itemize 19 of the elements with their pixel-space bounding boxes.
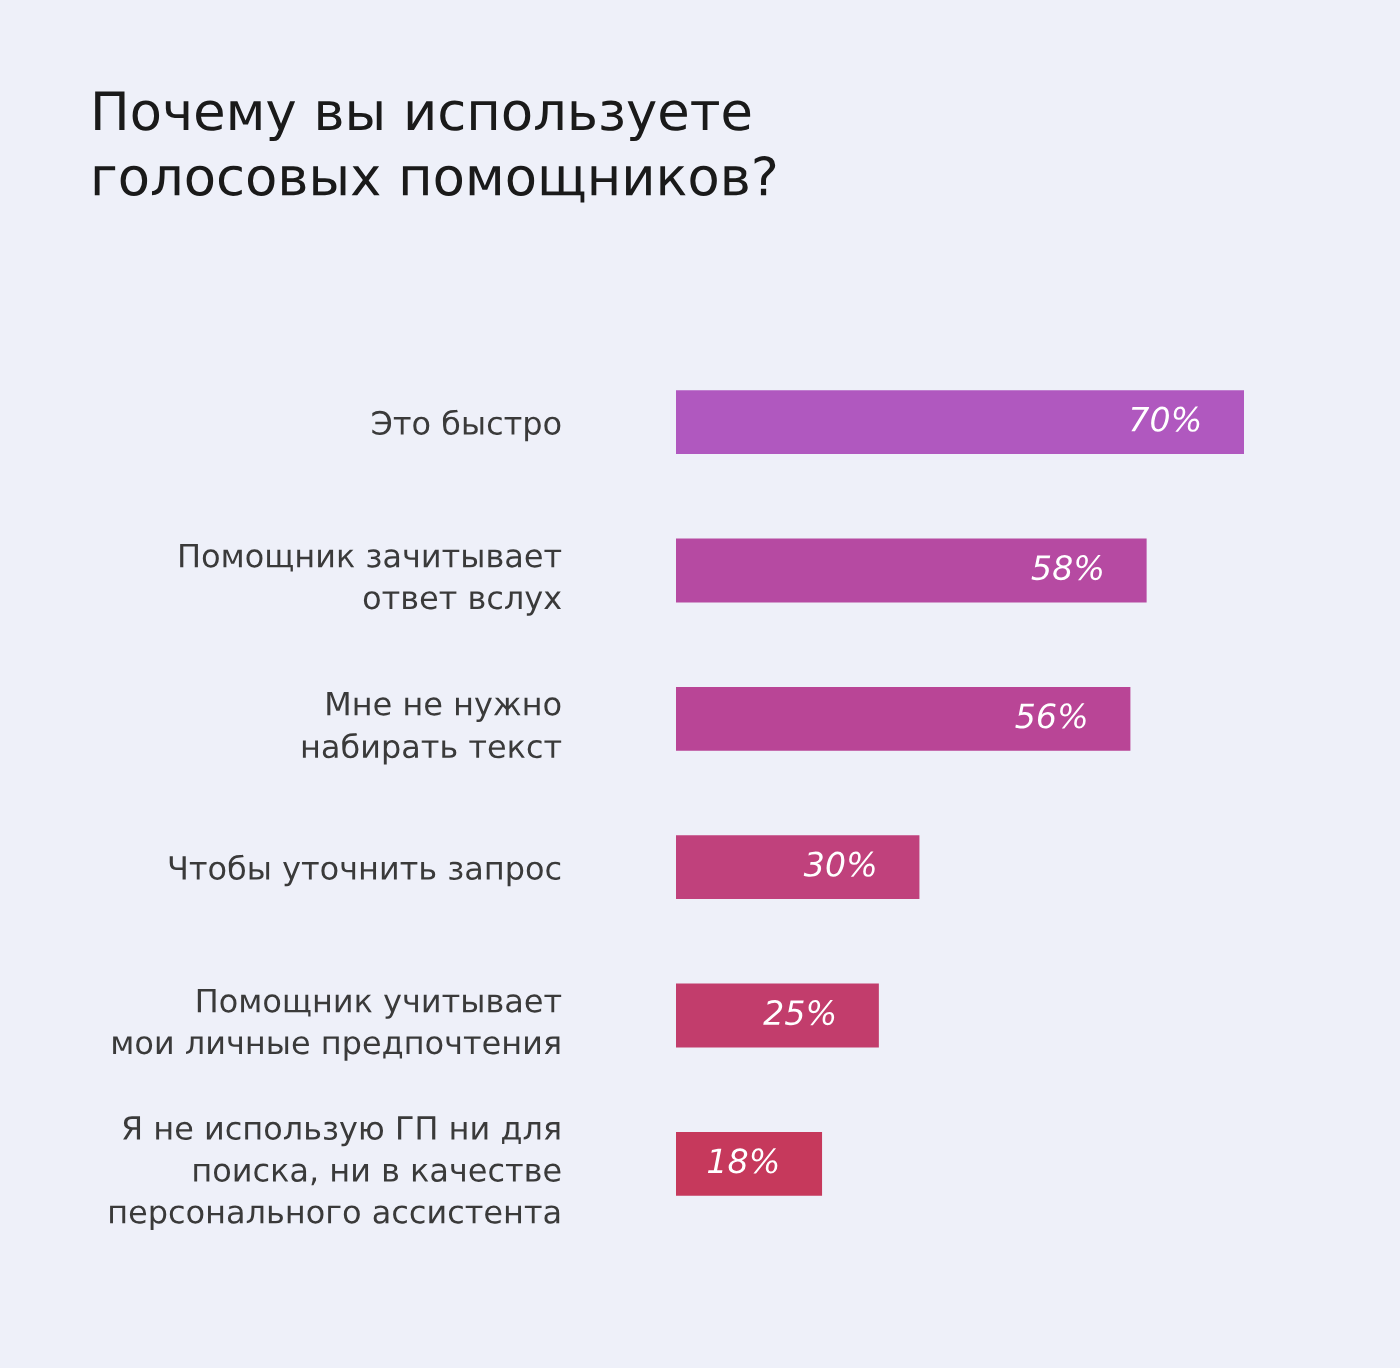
data-label: 70% bbox=[1131, 406, 1200, 432]
bar bbox=[676, 983, 879, 1048]
y-tick-label: Это быстро bbox=[372, 409, 561, 442]
y-tick-label: Чтобы уточнить запрос bbox=[169, 854, 561, 887]
data-label: 25% bbox=[763, 999, 835, 1026]
y-tick-label: Помощник зачитывает ответ вслух bbox=[180, 543, 562, 616]
data-label: 18% bbox=[707, 1148, 778, 1174]
bar bbox=[676, 538, 1147, 603]
bar bbox=[676, 835, 920, 900]
y-tick-label: Мне не нужно набирать текст bbox=[302, 691, 562, 765]
data-label: 58% bbox=[1031, 554, 1102, 581]
bar bbox=[676, 1131, 823, 1196]
data-label: 56% bbox=[1015, 703, 1086, 729]
bar bbox=[676, 390, 1244, 455]
chart-title: Почему вы используете голосовых помощников? bbox=[94, 91, 776, 203]
bar bbox=[676, 686, 1131, 751]
y-tick-label: Я не использую ГП ни для поиска, ни в качестве персонального ассистента bbox=[110, 1116, 561, 1230]
y-tick-label: Помощник учитывает мои личные предпочтения bbox=[113, 988, 562, 1061]
data-label: 30% bbox=[803, 851, 875, 877]
